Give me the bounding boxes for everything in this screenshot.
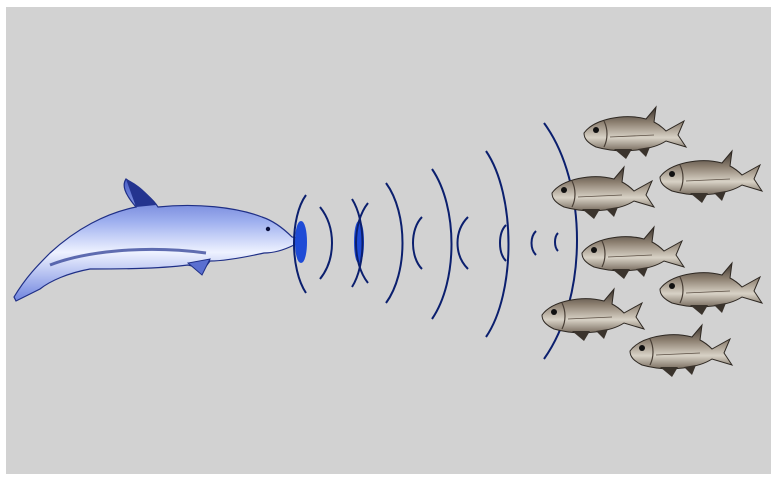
wave-10 bbox=[499, 224, 507, 262]
wave-1 bbox=[293, 194, 307, 294]
echolocation-illustration bbox=[13, 106, 763, 378]
dolphin-icon bbox=[13, 178, 304, 302]
wave-12 bbox=[554, 232, 559, 252]
wave-3 bbox=[351, 198, 364, 288]
fish-icon bbox=[659, 262, 763, 316]
fish-school bbox=[541, 106, 763, 378]
wave-2 bbox=[319, 206, 333, 280]
fish-icon bbox=[541, 288, 645, 342]
wave-4 bbox=[355, 202, 369, 284]
wave-13 bbox=[543, 122, 578, 360]
illustration-panel bbox=[6, 7, 771, 474]
fish-icon bbox=[659, 150, 763, 204]
fish-icon bbox=[581, 226, 685, 280]
wave-5 bbox=[385, 182, 404, 304]
wave-9 bbox=[485, 150, 510, 338]
fish-icon bbox=[583, 106, 687, 160]
wave-7 bbox=[431, 168, 453, 320]
wave-8 bbox=[456, 216, 469, 270]
sound-wave-icon bbox=[293, 122, 578, 360]
pulse-1 bbox=[295, 221, 307, 263]
wave-6 bbox=[412, 216, 423, 270]
fish-icon bbox=[629, 324, 733, 378]
wave-11 bbox=[530, 230, 537, 256]
